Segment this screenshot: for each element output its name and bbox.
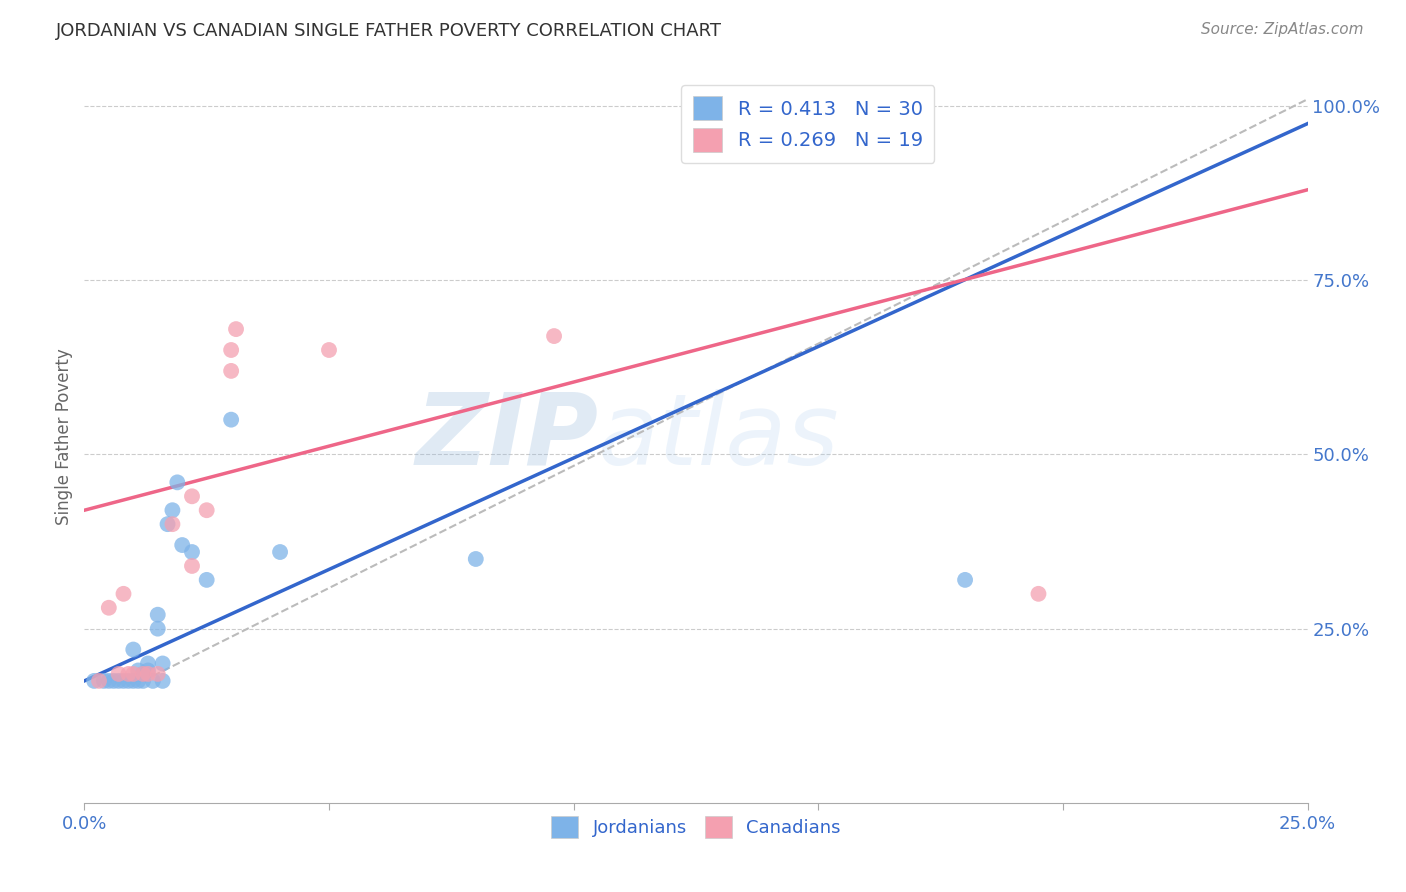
Point: [543, 329, 565, 343]
Point: [83, 673, 105, 688]
Point: [146, 607, 169, 622]
Point: [97, 600, 120, 615]
Point: [146, 622, 169, 636]
Point: [172, 538, 194, 552]
Point: [132, 667, 155, 681]
Y-axis label: Single Father Poverty: Single Father Poverty: [55, 349, 73, 525]
Point: [152, 657, 174, 671]
Point: [166, 475, 188, 490]
Point: [122, 667, 145, 681]
Point: [156, 517, 179, 532]
Point: [97, 673, 120, 688]
Point: [142, 673, 165, 688]
Point: [117, 667, 139, 681]
Point: [953, 573, 976, 587]
Point: [219, 364, 242, 378]
Point: [181, 489, 204, 503]
Point: [132, 673, 155, 688]
Point: [269, 545, 291, 559]
Point: [117, 673, 139, 688]
Point: [318, 343, 340, 357]
Point: [87, 673, 110, 688]
Point: [107, 667, 129, 681]
Point: [122, 673, 145, 688]
Point: [127, 673, 149, 688]
Point: [152, 673, 174, 688]
Point: [162, 517, 184, 532]
Point: [93, 673, 115, 688]
Text: atlas: atlas: [598, 389, 839, 485]
Point: [136, 657, 159, 671]
Point: [136, 664, 159, 678]
Point: [112, 673, 135, 688]
Point: [219, 412, 242, 426]
Point: [103, 673, 125, 688]
Point: [112, 587, 135, 601]
Point: [127, 664, 149, 678]
Point: [146, 667, 169, 681]
Point: [1028, 587, 1050, 601]
Point: [219, 343, 242, 357]
Point: [162, 503, 184, 517]
Point: [136, 667, 159, 681]
Point: [225, 322, 247, 336]
Point: [195, 503, 218, 517]
Text: Source: ZipAtlas.com: Source: ZipAtlas.com: [1201, 22, 1364, 37]
Point: [181, 545, 204, 559]
Point: [464, 552, 486, 566]
Text: JORDANIAN VS CANADIAN SINGLE FATHER POVERTY CORRELATION CHART: JORDANIAN VS CANADIAN SINGLE FATHER POVE…: [56, 22, 723, 40]
Point: [132, 667, 155, 681]
Legend: Jordanians, Canadians: Jordanians, Canadians: [544, 808, 848, 845]
Point: [195, 573, 218, 587]
Point: [107, 673, 129, 688]
Point: [122, 642, 145, 657]
Text: ZIP: ZIP: [415, 389, 598, 485]
Point: [181, 558, 204, 573]
